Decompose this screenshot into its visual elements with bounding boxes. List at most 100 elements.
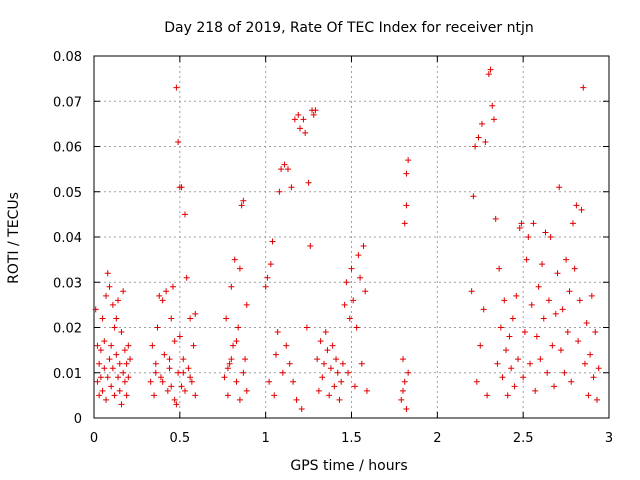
data-point-plus: [503, 347, 509, 354]
data-point-plus: [506, 333, 513, 340]
data-point-plus: [569, 220, 576, 227]
data-point-plus: [180, 356, 187, 363]
data-point-plus: [121, 378, 128, 385]
y-tick-label: 0.05: [53, 186, 82, 201]
data-point-plus: [94, 378, 101, 385]
data-point-plus: [176, 333, 183, 340]
x-tick-label: 0: [90, 431, 98, 446]
data-point-plus: [515, 356, 522, 363]
y-tick-label: 0.01: [53, 367, 82, 382]
data-point-plus: [264, 274, 271, 281]
data-point-plus: [290, 378, 297, 385]
y-axis-label: ROTI / TECUs: [6, 192, 22, 284]
data-point-plus: [319, 374, 326, 381]
data-point-plus: [403, 405, 410, 412]
data-point-plus: [236, 265, 243, 272]
data-point-plus: [149, 342, 156, 349]
data-point-plus: [166, 365, 173, 372]
data-point-plus: [315, 387, 322, 394]
data-point-plus: [355, 252, 362, 259]
data-point-plus: [513, 292, 520, 299]
data-point-plus: [573, 202, 580, 209]
x-tick-label: 3: [605, 431, 613, 446]
data-point-plus: [537, 356, 544, 363]
data-points: [92, 66, 602, 412]
data-point-plus: [291, 116, 298, 123]
data-point-plus: [293, 396, 300, 403]
data-point-plus: [521, 329, 528, 336]
data-point-plus: [557, 347, 564, 354]
data-point-plus: [314, 356, 321, 363]
data-point-plus: [161, 351, 168, 358]
data-point-plus: [223, 315, 230, 322]
data-point-plus: [156, 292, 163, 299]
data-point-plus: [549, 342, 556, 349]
data-point-plus: [583, 319, 590, 326]
data-point-plus: [303, 324, 310, 331]
data-point-plus: [587, 351, 594, 358]
data-point-plus: [485, 71, 492, 78]
data-point-plus: [224, 365, 231, 372]
data-point-plus: [339, 360, 346, 367]
data-point-plus: [120, 369, 127, 376]
data-point-plus: [187, 374, 194, 381]
data-point-plus: [104, 374, 111, 381]
data-point-plus: [221, 374, 228, 381]
data-point-plus: [180, 369, 187, 376]
data-point-plus: [178, 383, 185, 390]
data-point-plus: [175, 369, 182, 376]
x-tick-label: 2.5: [513, 431, 534, 446]
data-point-plus: [298, 405, 305, 412]
data-point-plus: [539, 261, 546, 268]
data-point-plus: [159, 297, 166, 304]
chart-title: Day 218 of 2019, Rate Of TEC Index for r…: [164, 20, 534, 36]
data-point-plus: [547, 234, 554, 240]
data-point-plus: [504, 392, 511, 399]
data-point-plus: [183, 274, 190, 281]
data-point-plus: [152, 360, 159, 367]
data-point-plus: [360, 243, 367, 250]
data-point-plus: [329, 342, 336, 349]
data-point-plus: [147, 378, 154, 385]
data-point-plus: [540, 315, 547, 322]
x-tick-label: 1: [262, 431, 270, 446]
data-point-plus: [230, 342, 237, 349]
axis-ticks: [93, 55, 610, 419]
data-point-plus: [286, 360, 293, 367]
data-point-plus: [151, 392, 158, 399]
data-point-plus: [487, 66, 494, 73]
data-point-plus: [530, 220, 537, 227]
data-point-plus: [243, 301, 250, 308]
data-point-plus: [324, 347, 331, 354]
data-point-plus: [115, 297, 122, 304]
data-point-plus: [401, 220, 408, 227]
data-point-plus: [171, 396, 178, 403]
data-point-plus: [295, 111, 302, 118]
data-point-plus: [533, 333, 540, 340]
data-point-plus: [159, 378, 166, 385]
data-point-plus: [552, 310, 559, 317]
data-point-plus: [575, 338, 582, 345]
data-point-plus: [228, 283, 235, 290]
data-point-plus: [490, 116, 497, 123]
data-point-plus: [551, 383, 558, 390]
data-point-plus: [190, 342, 197, 349]
data-point-plus: [341, 301, 348, 308]
data-point-plus: [123, 392, 130, 399]
data-point-plus: [168, 315, 175, 322]
tick-labels: 0 0.5 1 1.5 2 2.5 3 0 0.01 0.02 0.03 0.04 0.05 0.06 0.…: [53, 50, 613, 446]
data-point-plus: [497, 324, 504, 331]
data-point-plus: [518, 220, 525, 227]
data-point-plus: [475, 134, 482, 141]
data-point-plus: [544, 369, 551, 376]
data-point-plus: [398, 396, 405, 403]
data-point-plus: [94, 342, 101, 349]
data-point-plus: [473, 378, 480, 385]
data-point-plus: [96, 392, 103, 399]
data-point-plus: [400, 356, 406, 363]
data-point-plus: [345, 369, 352, 376]
data-point-plus: [157, 374, 164, 381]
data-point-plus: [343, 279, 350, 286]
data-point-plus: [588, 292, 595, 299]
data-point-plus: [181, 211, 188, 218]
